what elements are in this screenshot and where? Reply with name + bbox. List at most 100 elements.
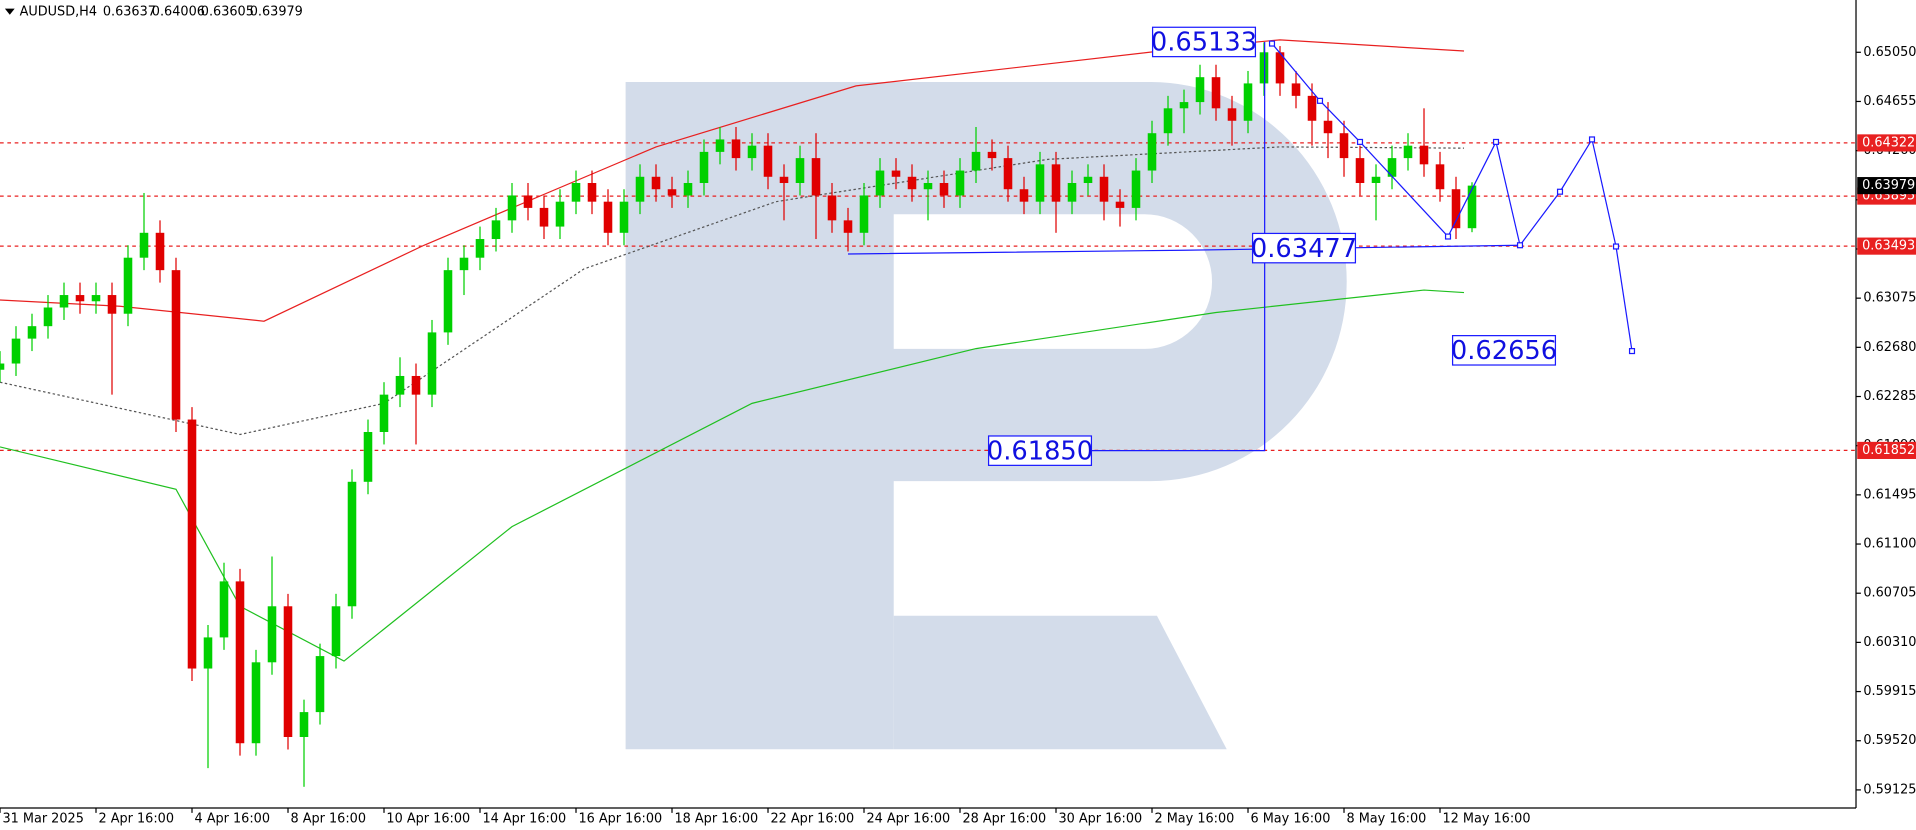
candle-body — [843, 220, 853, 233]
y-tick-label: 0.59125 — [1863, 782, 1916, 797]
y-tick-label: 0.65050 — [1863, 45, 1916, 60]
candle-body — [1147, 133, 1157, 171]
moving-average — [0, 289, 1465, 662]
candle-body — [1115, 201, 1125, 208]
annotation-box — [987, 435, 1093, 466]
candle-body — [123, 257, 133, 314]
moving-average — [0, 146, 1465, 436]
candle-body — [763, 145, 773, 177]
candle-body — [1067, 183, 1077, 202]
level-price-box — [1857, 441, 1916, 459]
candle-body — [827, 195, 837, 221]
x-tick-label: 31 Mar 2025 — [2, 811, 83, 826]
candle-body — [427, 332, 437, 395]
candle-body — [91, 295, 101, 302]
current-price-label: 0.63979 — [1862, 178, 1915, 193]
x-tick-label: 2 Apr 16:00 — [98, 811, 174, 826]
candle-body — [1083, 176, 1093, 184]
forecast-point — [1588, 136, 1596, 143]
candle-body — [27, 326, 37, 339]
candle-body — [1227, 108, 1237, 121]
candle-body — [11, 338, 21, 364]
y-tick-label: 0.62285 — [1863, 389, 1916, 404]
x-tick-label: 30 Apr 16:00 — [1058, 811, 1142, 826]
range-line — [1091, 41, 1266, 452]
candle-body — [411, 375, 421, 395]
candle-body — [1195, 77, 1205, 103]
y-tick-label: 0.63075 — [1863, 291, 1916, 306]
y-tick-label: 0.60705 — [1863, 586, 1916, 601]
forecast-point — [1628, 348, 1636, 355]
candle-body — [1003, 158, 1013, 190]
candle-body — [747, 145, 757, 159]
candle-body — [491, 220, 501, 240]
candle-body — [1211, 77, 1221, 109]
y-tick-label: 0.64655 — [1863, 94, 1916, 109]
candle-body — [987, 151, 997, 159]
candle-body — [939, 183, 949, 196]
candle-body — [1403, 145, 1413, 159]
candle-body — [1435, 164, 1445, 190]
candle-body — [0, 363, 5, 370]
x-tick-label: 4 Apr 16:00 — [194, 811, 270, 826]
candle-body — [1051, 164, 1061, 202]
candle-body — [299, 712, 309, 738]
candle-body — [779, 176, 789, 184]
y-tick-label: 0.61100 — [1863, 537, 1916, 552]
header-high: 0.64006 — [152, 5, 205, 20]
y-tick-label: 0.61495 — [1863, 487, 1916, 502]
candle-body — [1323, 120, 1333, 134]
candle-body — [363, 431, 373, 482]
candle-body — [1419, 145, 1429, 165]
annotation-label: 0.65133 — [1151, 28, 1257, 58]
candle-body — [1451, 189, 1461, 229]
candle-body — [571, 183, 581, 202]
candle-body — [507, 195, 517, 221]
candle-body — [1131, 170, 1141, 208]
level-price-label: 0.61852 — [1862, 443, 1915, 458]
y-tick-label: 0.59915 — [1863, 684, 1916, 699]
candle-body — [1387, 158, 1397, 177]
x-tick-label: 2 May 16:00 — [1154, 811, 1234, 826]
annotation-label: 0.63477 — [1251, 234, 1357, 264]
candle-body — [139, 232, 149, 258]
candle-body — [1259, 52, 1269, 84]
candle-body — [875, 170, 885, 196]
level-price-label: 0.63493 — [1862, 239, 1915, 254]
candle-body — [1291, 83, 1301, 96]
level-price-label: 0.64322 — [1862, 135, 1915, 150]
candle-body — [891, 170, 901, 177]
candle-body — [795, 158, 805, 184]
candle-body — [907, 176, 917, 190]
candle-body — [59, 295, 69, 308]
candle-body — [267, 606, 277, 663]
candle-body — [315, 656, 325, 713]
candle-body — [603, 201, 613, 233]
candle-body — [1307, 95, 1317, 121]
forecast-point — [1612, 243, 1620, 250]
x-tick-label: 10 Apr 16:00 — [386, 811, 470, 826]
annotation-box — [1151, 26, 1257, 58]
annotation-box — [1251, 232, 1357, 264]
candle-body — [283, 606, 293, 738]
candle-body — [155, 232, 165, 271]
x-tick-label: 8 Apr 16:00 — [290, 811, 366, 826]
candle-body — [1019, 189, 1029, 202]
forecast-point — [1556, 188, 1564, 195]
candle-body — [443, 270, 453, 333]
candle-body — [459, 257, 469, 271]
candle-body — [1275, 52, 1285, 84]
x-tick-label: 6 May 16:00 — [1250, 811, 1330, 826]
candle-body — [475, 239, 485, 258]
candle-body — [955, 170, 965, 196]
candle-body — [1179, 102, 1189, 109]
candle-body — [811, 158, 821, 196]
candle-body — [651, 176, 661, 190]
candle-body — [331, 606, 341, 657]
annotation-label: 0.62656 — [1451, 336, 1557, 366]
candle-body — [683, 183, 693, 196]
candle-body — [395, 375, 405, 395]
candle-body — [171, 270, 181, 420]
y-tick-label: 0.60310 — [1863, 635, 1916, 650]
